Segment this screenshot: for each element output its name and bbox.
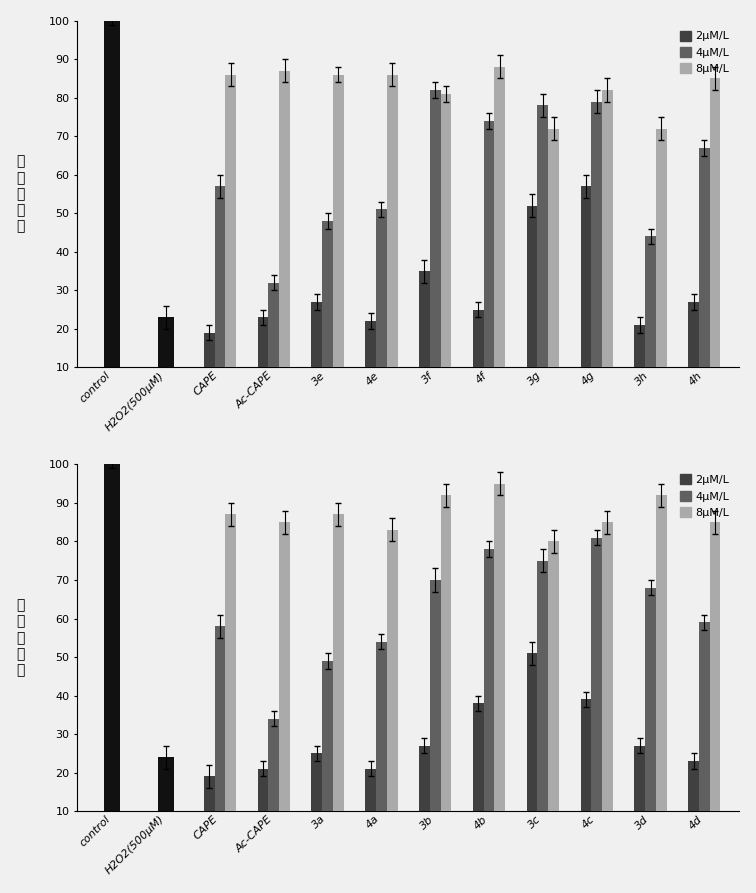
Bar (441, 496, 451, 849)
Bar (484, 121, 494, 406)
Bar (333, 75, 344, 406)
Bar (322, 221, 333, 406)
Bar (538, 105, 548, 406)
Bar (204, 777, 215, 849)
Bar (376, 210, 387, 406)
Bar (484, 549, 494, 849)
Bar (538, 561, 548, 849)
Bar (387, 530, 398, 849)
Bar (699, 622, 710, 849)
Bar (225, 514, 236, 849)
Bar (225, 75, 236, 406)
Bar (158, 757, 174, 849)
Bar (419, 746, 430, 849)
Bar (279, 71, 290, 406)
Bar (645, 237, 656, 406)
Bar (268, 283, 279, 406)
Bar (494, 484, 505, 849)
Bar (322, 661, 333, 849)
Bar (688, 761, 699, 849)
Bar (204, 333, 215, 406)
Bar (591, 102, 602, 406)
Bar (688, 302, 699, 406)
Bar (419, 271, 430, 406)
Bar (441, 94, 451, 406)
Bar (311, 754, 322, 849)
Bar (656, 496, 667, 849)
Bar (279, 522, 290, 849)
Bar (581, 699, 591, 849)
Bar (710, 79, 720, 406)
Bar (699, 148, 710, 406)
Bar (645, 588, 656, 849)
Bar (311, 302, 322, 406)
Y-axis label: 细
胞
存
活
率: 细 胞 存 活 率 (17, 598, 25, 677)
Y-axis label: 细
胞
存
活
率: 细 胞 存 活 率 (17, 154, 25, 233)
Bar (634, 746, 645, 849)
Bar (473, 310, 484, 406)
Bar (333, 514, 344, 849)
Bar (581, 187, 591, 406)
Bar (258, 317, 268, 406)
Bar (591, 538, 602, 849)
Bar (602, 90, 613, 406)
Bar (104, 21, 120, 406)
Bar (634, 325, 645, 406)
Bar (494, 67, 505, 406)
Bar (430, 580, 441, 849)
Bar (602, 522, 613, 849)
Bar (104, 464, 120, 849)
Bar (527, 205, 538, 406)
Legend: 2μM/L, 4μM/L, 8μM/L: 2μM/L, 4μM/L, 8μM/L (675, 470, 734, 522)
Bar (215, 626, 225, 849)
Bar (430, 90, 441, 406)
Bar (268, 719, 279, 849)
Legend: 2μM/L, 4μM/L, 8μM/L: 2μM/L, 4μM/L, 8μM/L (675, 26, 734, 79)
Bar (656, 129, 667, 406)
Bar (387, 75, 398, 406)
Bar (527, 653, 538, 849)
Bar (365, 321, 376, 406)
Bar (158, 317, 174, 406)
Bar (548, 541, 559, 849)
Bar (710, 522, 720, 849)
Bar (258, 769, 268, 849)
Bar (473, 704, 484, 849)
Bar (365, 769, 376, 849)
Bar (548, 129, 559, 406)
Bar (215, 187, 225, 406)
Bar (376, 642, 387, 849)
